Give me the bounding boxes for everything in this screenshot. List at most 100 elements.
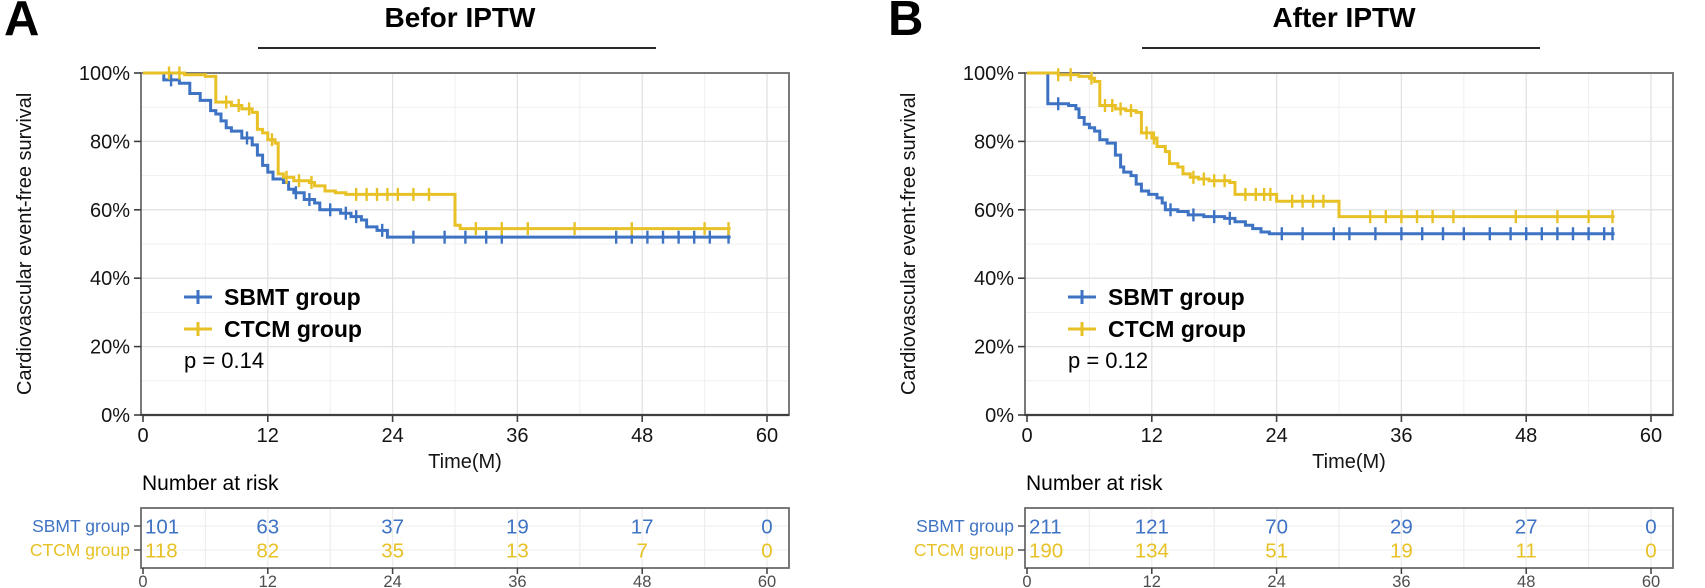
risk-x-tick-label: 60 xyxy=(1642,573,1660,588)
risk-count: 17 xyxy=(631,516,654,539)
x-tick-label: 12 xyxy=(1141,425,1163,447)
risk-grid xyxy=(141,508,789,568)
y-axis: 100% 80% 60% 40% 20% 0% xyxy=(79,63,141,427)
risk-count: 118 xyxy=(145,540,178,563)
km-curve-ctcm xyxy=(1027,71,1615,219)
number-at-risk-table: SBMT group 101 63 37 19 17 0 CTCM group 118 82 35 1… xyxy=(30,507,790,588)
y-tick-label: 20% xyxy=(974,337,1014,359)
censor-marks-ctcm xyxy=(167,66,730,236)
y-tick-label: 0% xyxy=(985,405,1014,427)
legend-label: CTCM group xyxy=(224,315,362,342)
x-tick-label: 36 xyxy=(1390,425,1412,447)
risk-count: 29 xyxy=(1390,516,1413,539)
risk-frame xyxy=(140,507,790,569)
risk-x-tick-label: 24 xyxy=(1267,573,1285,588)
y-tick-label: 60% xyxy=(974,200,1014,222)
p-value: p = 0.12 xyxy=(1068,348,1149,373)
risk-x-tick-label: 0 xyxy=(1022,573,1031,588)
censor-marks-sbmt xyxy=(169,73,730,244)
risk-count: 211 xyxy=(1029,516,1062,539)
risk-row-label: CTCM group xyxy=(914,540,1014,560)
y-tick-label: 60% xyxy=(90,200,130,222)
legend-item-sbmt: SBMT group xyxy=(1066,281,1246,313)
x-tick-label: 60 xyxy=(756,425,778,447)
risk-count: 35 xyxy=(381,540,404,563)
y-tick-label: 100% xyxy=(963,63,1014,85)
km-curve-sbmt xyxy=(143,71,731,239)
risk-count: 0 xyxy=(761,540,772,563)
risk-grid xyxy=(1025,508,1673,568)
risk-x-tick-label: 12 xyxy=(259,573,277,588)
risk-count: 37 xyxy=(381,516,404,539)
risk-x-axis: 0 12 24 36 48 60 xyxy=(138,568,776,588)
risk-count: 11 xyxy=(1516,540,1537,563)
legend-label: SBMT group xyxy=(1108,283,1245,310)
risk-x-tick-label: 24 xyxy=(383,573,401,588)
censor-plus-icon xyxy=(184,322,212,336)
censor-plus-icon xyxy=(1068,290,1096,304)
risk-count: 19 xyxy=(506,516,529,539)
risk-count: 0 xyxy=(1645,516,1656,539)
censor-marks-ctcm xyxy=(1056,68,1614,224)
x-tick-label: 0 xyxy=(1021,425,1032,447)
legend-label: CTCM group xyxy=(1108,315,1246,342)
risk-row-label: SBMT group xyxy=(916,516,1014,536)
legend-item-ctcm: CTCM group xyxy=(1066,313,1246,345)
y-tick-label: 20% xyxy=(90,337,130,359)
legend: SBMT group CTCM group xyxy=(1066,281,1246,345)
risk-count: 51 xyxy=(1265,540,1288,563)
risk-frame xyxy=(1024,507,1674,569)
risk-x-tick-label: 0 xyxy=(138,573,147,588)
risk-count: 0 xyxy=(761,516,772,539)
y-tick-label: 0% xyxy=(101,405,130,427)
number-at-risk-header: Number at risk xyxy=(1026,472,1163,495)
risk-count: 190 xyxy=(1029,540,1063,563)
y-tick-label: 100% xyxy=(79,63,130,85)
risk-count: 7 xyxy=(636,540,647,563)
risk-count: 13 xyxy=(506,540,529,563)
p-value: p = 0.14 xyxy=(184,348,265,373)
number-at-risk-header: Number at risk xyxy=(142,472,279,495)
legend: SBMT group CTCM group xyxy=(182,281,362,345)
censor-plus-icon xyxy=(1068,322,1096,336)
legend-item-ctcm: CTCM group xyxy=(182,313,362,345)
risk-row-label: SBMT group xyxy=(32,516,130,536)
risk-count: 27 xyxy=(1515,516,1538,539)
risk-x-axis: 0 12 24 36 48 60 xyxy=(1022,568,1660,588)
risk-x-tick-label: 36 xyxy=(508,573,526,588)
km-curve-sbmt xyxy=(1027,71,1615,236)
x-tick-label: 48 xyxy=(1515,425,1537,447)
y-tick-label: 40% xyxy=(90,268,130,290)
plot-gridlines xyxy=(1025,73,1673,415)
censor-plus-icon xyxy=(184,290,212,304)
censor-marks-sbmt xyxy=(1056,97,1614,241)
risk-x-tick-label: 48 xyxy=(1517,573,1535,588)
x-axis-title: Time(M) xyxy=(428,451,502,472)
x-tick-label: 36 xyxy=(506,425,528,447)
x-tick-label: 0 xyxy=(137,425,148,447)
x-axis: 0 12 24 36 48 60 xyxy=(137,413,789,447)
y-tick-label: 40% xyxy=(974,268,1014,290)
risk-count: 101 xyxy=(145,516,179,539)
x-axis-title: Time(M) xyxy=(1312,451,1386,472)
km-plot: 100% 80% 60% 40% 20% 0% 0 12 24 36 48 60 Time(M) xyxy=(963,63,1674,472)
y-tick-label: 80% xyxy=(90,131,130,153)
x-tick-label: 48 xyxy=(631,425,653,447)
plot-gridlines xyxy=(141,73,789,415)
km-curve-ctcm xyxy=(143,71,731,231)
risk-count: 121 xyxy=(1135,516,1169,539)
legend-label: SBMT group xyxy=(224,283,361,310)
x-tick-label: 12 xyxy=(257,425,279,447)
risk-count: 63 xyxy=(256,516,279,539)
title-underline xyxy=(1142,47,1540,49)
x-tick-label: 24 xyxy=(381,425,403,447)
panel-letter: B xyxy=(888,0,923,46)
risk-x-tick-label: 48 xyxy=(633,573,651,588)
x-tick-label: 24 xyxy=(1265,425,1287,447)
risk-count: 134 xyxy=(1135,540,1169,563)
risk-x-tick-label: 36 xyxy=(1392,573,1410,588)
km-plot: 100% 80% 60% 40% 20% 0% 0 12 24 36 48 60 Time(M) xyxy=(79,63,790,472)
panel-title: After IPTW xyxy=(1272,2,1416,33)
